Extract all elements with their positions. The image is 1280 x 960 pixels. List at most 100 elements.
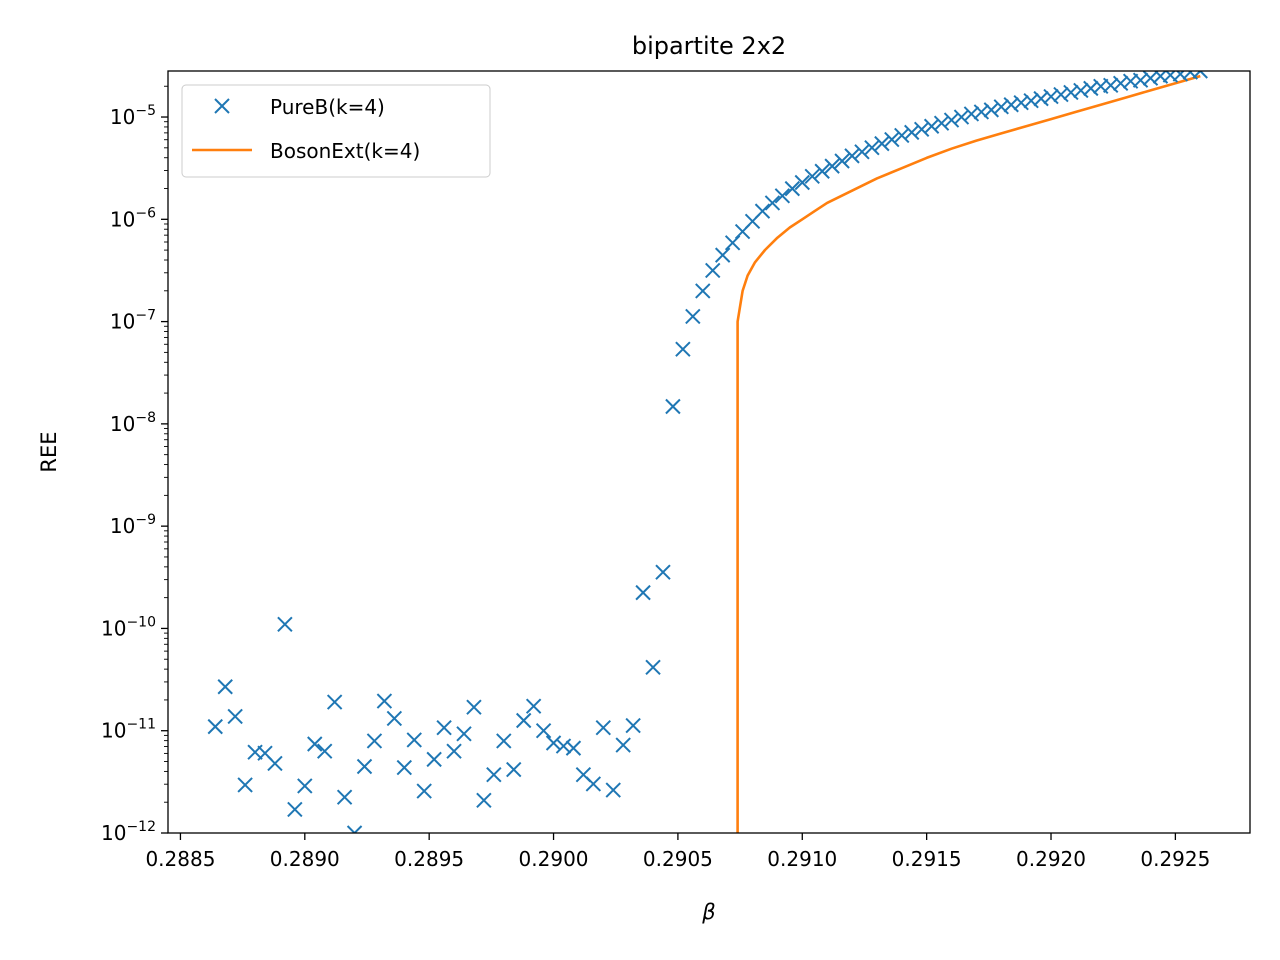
data-point-pureb — [605, 782, 621, 798]
data-point-pureb — [277, 616, 293, 633]
x-tick-label: 0.2900 — [519, 847, 589, 871]
data-point-pureb — [426, 751, 442, 768]
chart-title: bipartite 2x2 — [632, 32, 786, 60]
data-point-pureb — [1063, 84, 1079, 101]
x-tick-label: 0.2910 — [767, 847, 837, 871]
data-point-pureb — [714, 247, 731, 263]
y-tick-label: 10−11 — [101, 717, 156, 743]
data-point-pureb — [565, 740, 582, 756]
y-tick-label: 10−10 — [101, 614, 156, 640]
data-point-pureb — [366, 733, 383, 749]
data-point-pureb — [1013, 95, 1029, 111]
data-point-pureb — [287, 801, 303, 818]
data-point-pureb — [645, 659, 661, 676]
data-point-pureb — [486, 766, 502, 783]
data-point-pureb — [217, 679, 233, 695]
data-point-pureb — [376, 693, 393, 709]
data-point-pureb — [535, 723, 552, 739]
x-tick-label: 0.2925 — [1140, 847, 1210, 871]
data-point-pureb — [963, 106, 980, 122]
legend: PureB(k=4) BosonExt(k=4) — [181, 84, 491, 178]
legend-box — [181, 84, 491, 178]
data-point-pureb — [416, 783, 432, 799]
data-point-pureb — [1043, 88, 1059, 105]
series-line-bosonext — [736, 74, 1201, 833]
y-tick-label: 10−8 — [110, 410, 156, 436]
data-point-pureb — [1103, 77, 1119, 94]
data-point-pureb — [754, 203, 771, 219]
data-point-pureb — [993, 99, 1009, 115]
data-point-pureb — [316, 743, 333, 759]
x-axis: 0.2885 0.2890 0.2895 0.2900 0.2905 0.2910 0.29… — [145, 833, 1210, 871]
x-axis-label: β — [701, 900, 715, 924]
data-point-pureb — [894, 127, 910, 144]
data-point-pureb — [326, 694, 343, 710]
data-point-pureb — [1023, 92, 1039, 109]
data-point-pureb — [515, 712, 532, 729]
data-point-pureb — [386, 710, 403, 727]
data-point-pureb — [237, 777, 253, 793]
x-tick-label: 0.2920 — [1016, 847, 1086, 871]
data-point-pureb — [904, 124, 920, 141]
data-point-pureb — [685, 308, 701, 325]
data-point-pureb — [774, 188, 791, 204]
plot-frame — [167, 70, 1251, 834]
plot-area — [207, 71, 1208, 833]
data-point-pureb — [1132, 72, 1149, 88]
data-point-pureb — [1142, 71, 1159, 86]
data-point-pureb — [615, 737, 631, 753]
data-point-pureb — [764, 195, 781, 211]
data-point-pureb — [456, 726, 472, 742]
data-point-pureb — [1033, 90, 1049, 107]
y-tick-label: 10−9 — [110, 512, 156, 538]
data-point-pureb — [635, 584, 651, 601]
data-point-pureb — [436, 719, 452, 736]
data-point-pureb — [834, 153, 850, 169]
data-point-pureb — [864, 140, 880, 156]
data-point-pureb — [297, 778, 313, 794]
data-point-pureb — [406, 732, 422, 748]
data-point-pureb — [555, 738, 572, 754]
data-point-pureb — [446, 743, 462, 759]
data-point-pureb — [784, 180, 801, 197]
data-point-pureb — [913, 121, 930, 138]
data-point-pureb — [307, 736, 323, 752]
data-point-pureb — [207, 718, 223, 735]
x-tick-label: 0.2915 — [892, 847, 962, 871]
data-point-pureb — [476, 792, 492, 808]
data-point-pureb — [267, 755, 283, 772]
data-point-pureb — [705, 262, 721, 279]
data-point-pureb — [1073, 82, 1089, 99]
data-point-pureb — [884, 131, 900, 148]
data-point-pureb — [953, 109, 970, 125]
data-point-pureb — [396, 759, 413, 776]
x-tick-label: 0.2905 — [643, 847, 713, 871]
data-point-pureb — [1003, 97, 1019, 113]
legend-label-bosonext: BosonExt(k=4) — [270, 139, 420, 163]
data-point-pureb — [665, 398, 681, 415]
data-point-pureb — [794, 174, 810, 191]
data-point-pureb — [943, 112, 960, 128]
data-point-pureb — [625, 717, 641, 734]
data-point-pureb — [466, 699, 482, 715]
data-point-pureb — [933, 115, 950, 131]
data-point-pureb — [923, 118, 940, 134]
data-point-pureb — [1112, 75, 1129, 91]
x-tick-label: 0.2895 — [394, 847, 464, 871]
data-point-pureb — [356, 758, 373, 775]
data-point-pureb — [804, 168, 820, 185]
data-point-pureb — [814, 163, 830, 179]
data-point-pureb — [675, 341, 691, 357]
data-point-pureb — [1172, 71, 1189, 82]
data-point-pureb — [545, 735, 562, 751]
data-point-pureb — [585, 776, 602, 792]
data-point-pureb — [496, 733, 512, 749]
x-tick-label: 0.2890 — [270, 847, 340, 871]
data-point-pureb — [525, 698, 542, 714]
y-axis: 10−12 10−11 10−10 10−9 10−8 10−7 10−6 10−5 — [101, 85, 168, 845]
y-tick-label: 10−6 — [110, 205, 156, 231]
y-axis-label: REE — [37, 431, 61, 472]
data-point-pureb — [506, 761, 522, 778]
data-point-pureb — [854, 144, 870, 160]
